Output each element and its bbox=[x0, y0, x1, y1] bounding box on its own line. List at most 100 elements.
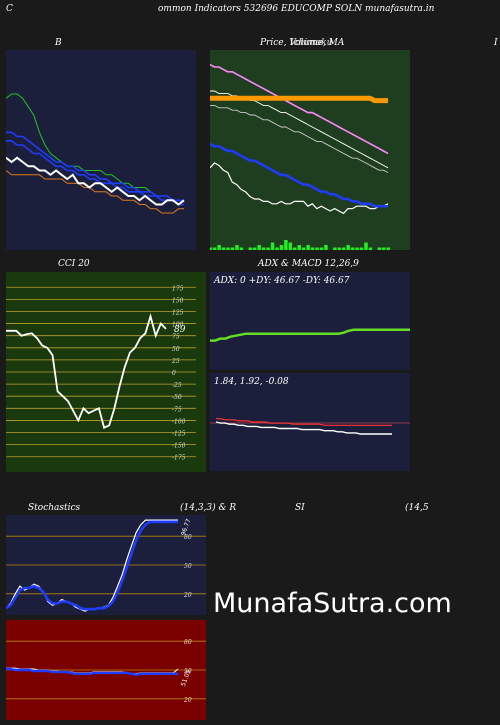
bollinger-series-1 bbox=[6, 131, 184, 202]
rsi-tick-label: 50 bbox=[184, 668, 192, 675]
cci-tick-label: 100 bbox=[172, 322, 184, 329]
macd-series-0 bbox=[215, 421, 392, 435]
adx-chart bbox=[210, 328, 410, 342]
cci-tick-label: 175 bbox=[172, 285, 184, 292]
price_volume_ma-series-1 bbox=[210, 142, 388, 208]
header-title-left: C bbox=[6, 4, 13, 14]
price-panel bbox=[210, 50, 410, 250]
volume-bar bbox=[257, 245, 261, 250]
volume-bar bbox=[248, 247, 253, 250]
cci-tick-label: -25 bbox=[172, 382, 182, 389]
volume-bar bbox=[217, 245, 221, 250]
price-chart bbox=[210, 63, 390, 250]
cci-tick-label: -175 bbox=[172, 455, 186, 462]
volume-bar bbox=[230, 247, 235, 250]
volume-bar bbox=[350, 247, 355, 250]
volume-bar bbox=[324, 245, 328, 250]
volume-bar bbox=[288, 242, 293, 250]
cci-last-value: 89 bbox=[174, 325, 186, 335]
volume-bar bbox=[261, 247, 266, 250]
volume-bar bbox=[221, 247, 226, 250]
price_volume_ma-series-2 bbox=[210, 104, 389, 173]
rsi-panel: 80 50 20 51.05 bbox=[6, 620, 206, 720]
rsi-series-1 bbox=[6, 667, 178, 677]
volume-bar bbox=[333, 247, 337, 250]
volume-bar bbox=[279, 245, 284, 250]
rsi-chart: 80 50 20 51.05 bbox=[6, 639, 206, 704]
volume-bar bbox=[212, 247, 217, 250]
bollinger-series-4 bbox=[6, 156, 185, 206]
volume-bar bbox=[355, 247, 359, 250]
bollinger-panel bbox=[6, 50, 196, 250]
stochastics-tick-label: 20 bbox=[183, 592, 192, 599]
bollinger-title: B bbox=[55, 38, 62, 48]
macd-series-1 bbox=[216, 418, 392, 426]
volume-bar bbox=[377, 247, 382, 250]
rsi-tick-label: 80 bbox=[184, 639, 192, 646]
volume-bar bbox=[301, 247, 306, 250]
rsi-tick-label: 20 bbox=[183, 697, 192, 704]
volume-bar bbox=[315, 247, 319, 250]
adx-macd-title: ADX & MACD 12,26,9 bbox=[258, 259, 359, 269]
stochastics-tick-label: 50 bbox=[184, 563, 192, 570]
rsi-last-value: 51.05 bbox=[180, 669, 193, 688]
cci-tick-label: -125 bbox=[172, 431, 186, 438]
stoch-title: Stochastics bbox=[28, 503, 81, 513]
volume-bar bbox=[337, 247, 342, 250]
volume-bar bbox=[210, 247, 212, 250]
volume-bar bbox=[293, 247, 297, 250]
volume-bar bbox=[235, 245, 239, 250]
adx-readout: ADX: 0 +DY: 46.67 -DY: 46.67 bbox=[214, 276, 350, 286]
cci-tick-label: 25 bbox=[171, 358, 180, 365]
volume-bar bbox=[386, 247, 390, 250]
volume-bar bbox=[284, 240, 288, 250]
bollinger-series-3 bbox=[6, 170, 184, 214]
price_volume_ma-series-3 bbox=[210, 90, 389, 169]
volume-bar bbox=[382, 247, 386, 250]
price_volume_ma-series-4 bbox=[210, 63, 389, 155]
cci-title: CCI 20 bbox=[58, 259, 90, 269]
cci-tick-label: 0 bbox=[172, 370, 176, 377]
volume-bar bbox=[364, 242, 368, 250]
macd-panel: 1.84, 1.92, -0.08 bbox=[210, 373, 410, 471]
volume-bar bbox=[319, 247, 324, 250]
volume-bar bbox=[310, 247, 315, 250]
volume-bar bbox=[306, 245, 310, 250]
stoch-params: (14,3,3) & R bbox=[180, 503, 237, 513]
cci-tick-label: 50 bbox=[172, 346, 180, 353]
cci-tick-label: -75 bbox=[172, 406, 182, 413]
cci-tick-label: -100 bbox=[172, 418, 186, 425]
price_volume_ma-series-5 bbox=[210, 95, 388, 104]
cci-tick-label: -150 bbox=[172, 443, 186, 450]
cci-tick-label: 125 bbox=[172, 309, 184, 316]
volume-bar bbox=[270, 242, 275, 250]
bollinger-series-2 bbox=[6, 140, 184, 206]
volume-bar bbox=[266, 247, 270, 250]
cci-series-0 bbox=[6, 313, 167, 429]
watermark: MunafaSutra.com bbox=[213, 588, 452, 619]
volume-bar bbox=[368, 247, 373, 250]
stochastics-series-1 bbox=[6, 520, 178, 611]
volume-bar bbox=[359, 247, 364, 250]
rsi-params: (14,5 bbox=[405, 503, 429, 513]
volume-bar bbox=[346, 245, 350, 250]
cci-panel: 175 150 125 100 75 50 25 0 -25 -50 -75 -100 -125 -150… bbox=[6, 272, 206, 472]
header-title: ommon Indicators 532696 EDUCOMP SOLN mun… bbox=[158, 4, 435, 14]
adx-panel: ADX: 0 +DY: 46.67 -DY: 46.67 bbox=[210, 272, 410, 370]
cci-tick-label: -50 bbox=[172, 394, 182, 401]
stochastics-tick-label: 80 bbox=[184, 534, 192, 541]
volume-bar bbox=[275, 247, 279, 250]
price-title: Price, Volume, MA bbox=[260, 38, 345, 48]
ichimoku-overlap-title: Ichimoku bbox=[290, 38, 333, 48]
rsi-title: SI bbox=[295, 503, 305, 513]
macd-readout: 1.84, 1.92, -0.08 bbox=[214, 377, 289, 387]
volume-bar bbox=[226, 247, 230, 250]
price_volume_ma-series-0 bbox=[210, 162, 389, 215]
cci-tick-label: 75 bbox=[172, 334, 180, 341]
stochastics-series-0 bbox=[6, 519, 178, 612]
cci-chart: 175 150 125 100 75 50 25 0 -25 -50 -75 -100 -125 -150… bbox=[6, 285, 196, 462]
volume-bar bbox=[253, 247, 257, 250]
stochastics-panel: 80 50 20 96.77 bbox=[6, 515, 206, 615]
volume-bar bbox=[239, 247, 244, 250]
